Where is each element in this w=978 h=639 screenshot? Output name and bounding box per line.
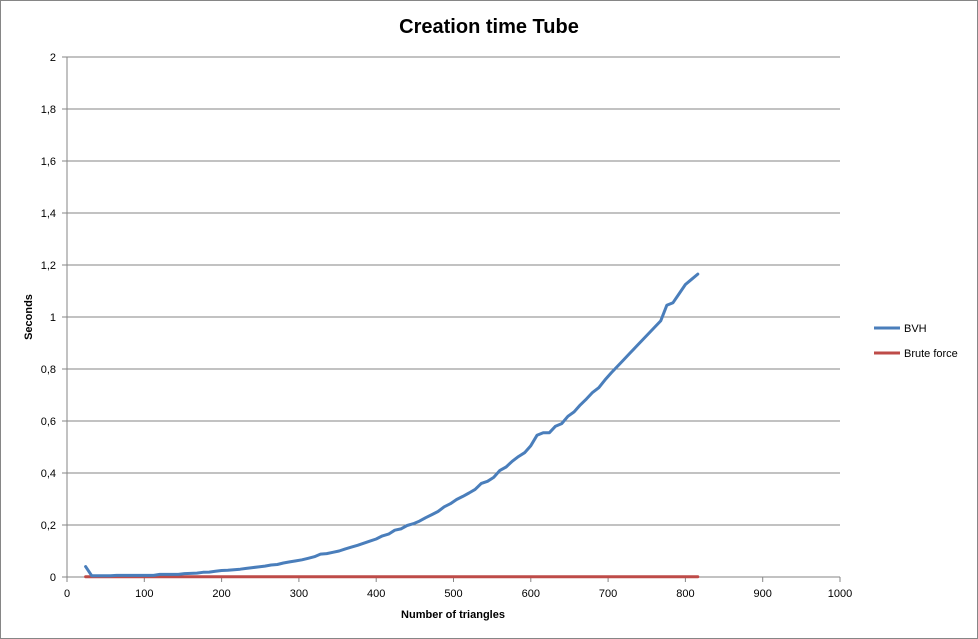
y-tick-label: 0	[50, 572, 56, 584]
legend-label: BVH	[904, 323, 927, 335]
x-tick-label: 200	[212, 588, 230, 600]
chart-title: Creation time Tube	[399, 16, 579, 38]
x-tick-label: 900	[754, 588, 772, 600]
grid-lines	[67, 56, 840, 526]
series-lines	[84, 272, 700, 579]
y-tick-label: 1	[50, 312, 56, 324]
y-tick-label: 1,8	[41, 104, 56, 116]
y-tick-label: 2	[50, 52, 56, 64]
x-tick-label: 100	[135, 588, 153, 600]
y-tick-label: 0,8	[41, 364, 56, 376]
x-tick-label: 1000	[828, 588, 852, 600]
y-tick-label: 1,2	[41, 260, 56, 272]
y-tick-label: 1,4	[41, 208, 56, 220]
y-axis-label: Seconds	[23, 294, 35, 340]
x-tick-label: 500	[444, 588, 462, 600]
y-tick-label: 0,2	[41, 520, 56, 532]
legend: BVH Brute force	[874, 323, 958, 360]
x-tick-label: 400	[367, 588, 385, 600]
x-tick-label: 800	[676, 588, 694, 600]
x-axis-ticks: 0 100 200 300 400 500 600 700 800 900 1000	[64, 577, 852, 600]
y-tick-label: 1,6	[41, 156, 56, 168]
x-axis-label: Number of triangles	[401, 609, 505, 621]
y-axis-ticks: 0 0,2 0,4 0,6 0,8 1 1,2 1,4 1,6 1,8 2	[41, 52, 67, 584]
x-tick-label: 300	[290, 588, 308, 600]
y-tick-label: 0,4	[41, 468, 56, 480]
x-tick-label: 700	[599, 588, 617, 600]
series-line-bvh	[84, 272, 700, 578]
y-tick-label: 0,6	[41, 416, 56, 428]
x-tick-label: 600	[522, 588, 540, 600]
legend-label: Brute force	[904, 348, 958, 360]
x-tick-label: 0	[64, 588, 70, 600]
